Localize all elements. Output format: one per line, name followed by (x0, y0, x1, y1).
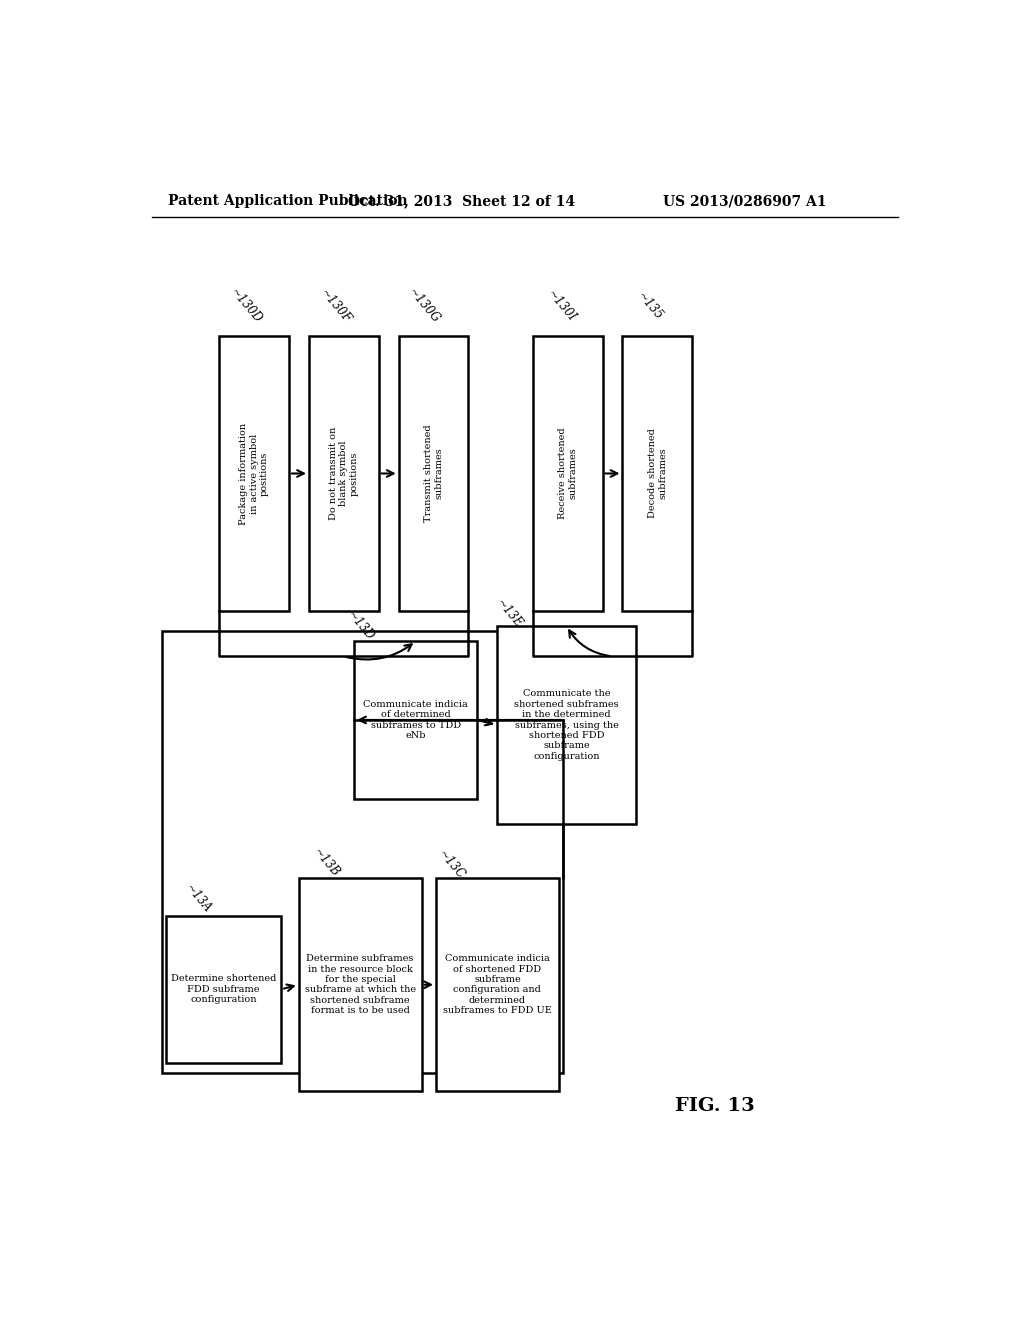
Text: Determine shortened
FDD subframe
configuration: Determine shortened FDD subframe configu… (171, 974, 276, 1005)
Text: Communicate the
shortened subframes
in the determined
subframes, using the
short: Communicate the shortened subframes in t… (514, 689, 618, 760)
Text: Receive shortened
subframes: Receive shortened subframes (558, 428, 578, 519)
Text: ~13C: ~13C (436, 847, 468, 882)
Text: US 2013/0286907 A1: US 2013/0286907 A1 (663, 194, 826, 209)
FancyBboxPatch shape (436, 878, 559, 1092)
Text: Patent Application Publication: Patent Application Publication (168, 194, 408, 209)
Text: FIG. 13: FIG. 13 (676, 1097, 755, 1114)
FancyBboxPatch shape (166, 916, 282, 1063)
Text: ~135: ~135 (634, 289, 665, 322)
Text: ~13B: ~13B (310, 846, 342, 879)
FancyBboxPatch shape (497, 626, 636, 824)
Text: Oct. 31, 2013  Sheet 12 of 14: Oct. 31, 2013 Sheet 12 of 14 (348, 194, 574, 209)
FancyBboxPatch shape (219, 337, 289, 611)
Text: Communicate indicia
of shortened FDD
subframe
configuration and
determined
subfr: Communicate indicia of shortened FDD sub… (443, 954, 552, 1015)
Text: Decode shortened
subframes: Decode shortened subframes (647, 429, 667, 519)
FancyBboxPatch shape (532, 337, 602, 611)
FancyBboxPatch shape (398, 337, 468, 611)
Text: Determine subframes
in the resource block
for the special
subframe at which the
: Determine subframes in the resource bloc… (304, 954, 416, 1015)
FancyBboxPatch shape (623, 337, 692, 611)
Text: Package information
in active symbol
positions: Package information in active symbol pos… (240, 422, 269, 524)
FancyBboxPatch shape (309, 337, 379, 611)
Text: ~130D: ~130D (227, 285, 264, 326)
Text: ~130F: ~130F (317, 286, 354, 326)
Text: ~130G: ~130G (406, 285, 442, 326)
FancyBboxPatch shape (299, 878, 422, 1092)
FancyBboxPatch shape (354, 642, 477, 799)
Text: Communicate indicia
of determined
subframes to TDD
eNb: Communicate indicia of determined subfra… (364, 700, 468, 741)
Text: Transmit shortened
subframes: Transmit shortened subframes (424, 425, 443, 523)
Text: ~13D: ~13D (344, 609, 377, 643)
Text: ~13A: ~13A (182, 882, 214, 915)
Text: ~130I: ~130I (545, 288, 579, 325)
Text: ~13E: ~13E (494, 597, 524, 631)
Text: Do not transmit on
blank symbol
positions: Do not transmit on blank symbol position… (329, 426, 358, 520)
